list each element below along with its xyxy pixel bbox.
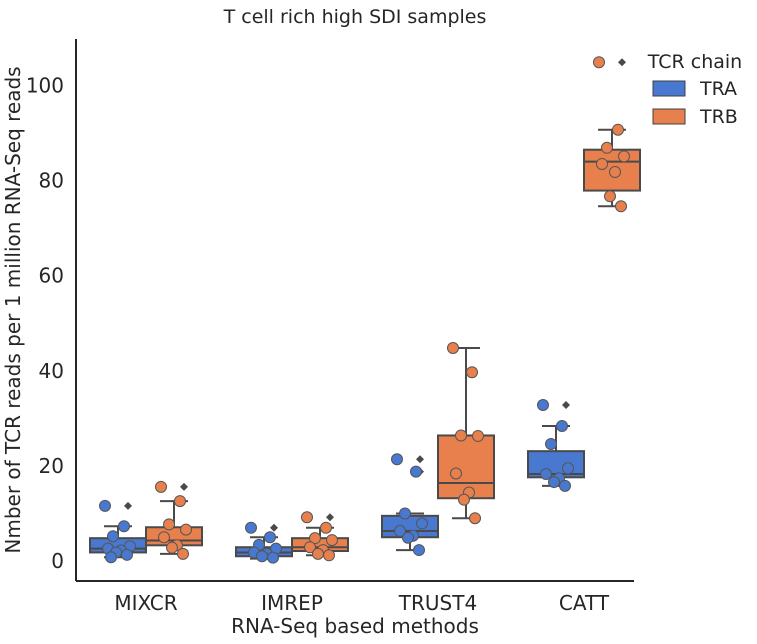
legend-label-trb: TRB (699, 106, 738, 128)
data-point (99, 499, 111, 512)
data-point (301, 511, 313, 524)
data-point (596, 157, 608, 170)
x-tick-label: TRUST4 (398, 591, 477, 615)
data-point (469, 512, 481, 525)
data-point (121, 548, 133, 561)
data-point (562, 462, 574, 475)
data-point (615, 200, 627, 213)
data-point (326, 534, 338, 547)
plot-area (89, 56, 641, 564)
data-point (540, 467, 552, 480)
data-point (245, 521, 257, 534)
y-tick-label: 100 (26, 74, 64, 98)
x-tick-label: CATT (559, 591, 610, 615)
data-point (267, 551, 279, 564)
data-point (155, 480, 167, 493)
outlier-marker (180, 482, 188, 491)
data-point (593, 56, 605, 69)
data-point (158, 531, 170, 544)
data-point (256, 550, 268, 563)
x-axis-label: RNA-Seq based methods (231, 614, 479, 638)
data-point (107, 530, 119, 543)
data-point (118, 520, 130, 533)
data-point (177, 547, 189, 560)
y-axis-label: Nmber of TCR reads per 1 million RNA-Seq… (1, 66, 25, 553)
data-point (556, 419, 568, 432)
y-tick-label: 60 (39, 264, 64, 288)
data-point (450, 467, 462, 480)
chart-title: T cell rich high SDI samples (223, 6, 487, 28)
y-tick-labels: 0 20 40 60 80 100 (26, 74, 64, 574)
legend: TCR chain TRA TRB (647, 51, 742, 128)
data-point (304, 541, 316, 554)
data-point (174, 495, 186, 508)
y-tick-label: 20 (39, 454, 64, 478)
data-point (413, 544, 425, 557)
data-point (264, 531, 276, 544)
data-point (472, 429, 484, 442)
data-point (559, 479, 571, 492)
data-point (394, 525, 406, 538)
legend-title: TCR chain (647, 51, 742, 73)
outlier-marker (124, 501, 132, 510)
x-tick-label: IMREP (261, 591, 323, 615)
outlier-marker (326, 513, 334, 522)
y-tick-label: 0 (51, 549, 64, 573)
data-point (466, 366, 478, 379)
data-point (612, 123, 624, 136)
data-point (447, 341, 459, 354)
data-point (309, 532, 321, 545)
data-point (323, 549, 335, 562)
x-tick-labels: MIXCR IMREP TRUST4 CATT (114, 591, 609, 615)
data-point (105, 551, 117, 564)
y-tick-label: 80 (39, 169, 64, 193)
outlier-marker (562, 401, 570, 410)
data-point (537, 399, 549, 412)
data-point (455, 429, 467, 442)
data-point (416, 517, 428, 530)
outlier-marker (618, 58, 626, 67)
data-point (618, 150, 630, 163)
data-point (609, 166, 621, 179)
data-point (601, 141, 613, 154)
data-point (312, 547, 324, 560)
x-tick-label: MIXCR (114, 591, 177, 615)
data-point (180, 523, 192, 536)
legend-swatch-trb (652, 108, 686, 125)
data-point (604, 190, 616, 203)
outlier-marker (270, 523, 278, 532)
data-point (166, 541, 178, 554)
data-point (458, 493, 470, 506)
data-point (391, 453, 403, 466)
data-point (320, 521, 332, 534)
data-point (402, 531, 414, 544)
data-point (410, 465, 422, 478)
legend-swatch-tra (652, 80, 686, 97)
data-point (548, 476, 560, 489)
outlier-marker (416, 455, 424, 464)
legend-label-tra: TRA (699, 78, 737, 100)
data-point (163, 518, 175, 531)
data-point (399, 507, 411, 520)
y-tick-label: 40 (39, 359, 64, 383)
data-point (545, 438, 557, 451)
